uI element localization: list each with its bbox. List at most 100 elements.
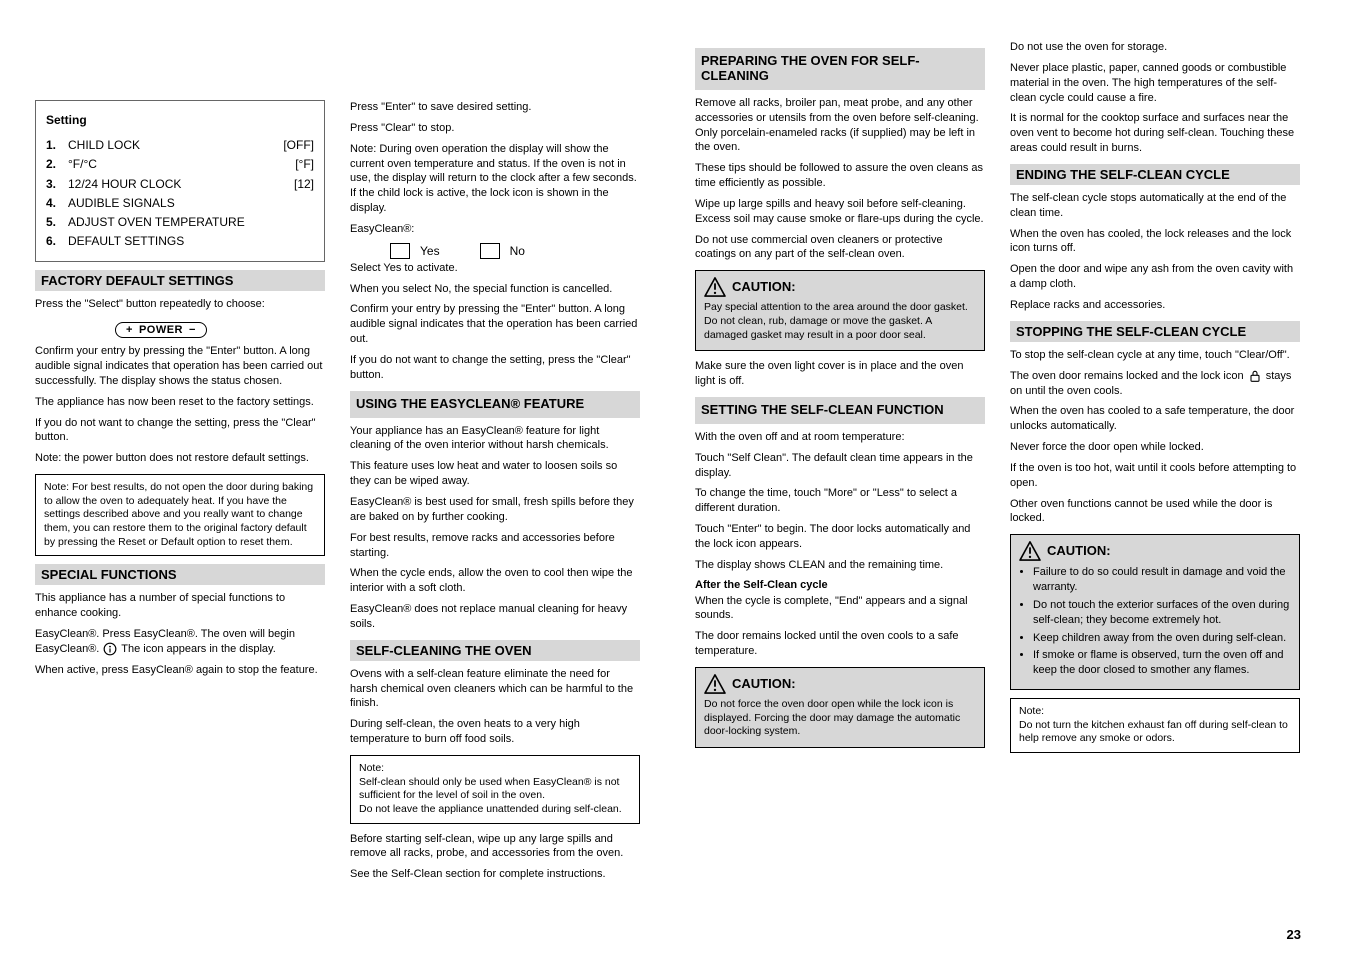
column-1: Setting 1. CHILD LOCK [OFF] 2. °F/°C [°F… [35, 100, 325, 683]
settings-row-label: CHILD LOCK [68, 136, 246, 155]
body-text: EasyClean®. Press EasyClean®. The oven w… [35, 627, 325, 657]
body-text: Select Yes to activate. [350, 261, 640, 276]
settings-row-val: [°F] [254, 155, 314, 174]
settings-row-num: 1. [46, 136, 60, 155]
section-header-ending-self-clean: ENDING THE SELF-CLEAN CYCLE [1010, 164, 1300, 185]
body-text: Touch "Enter" to begin. The door locks a… [695, 522, 985, 552]
body-text: Make sure the oven light cover is in pla… [695, 359, 985, 389]
body-text: When the oven has cooled to a safe tempe… [1010, 404, 1300, 434]
settings-row-5: 5. ADJUST OVEN TEMPERATURE [46, 213, 314, 232]
body-text: For best results, remove racks and acces… [350, 531, 640, 561]
section-header-stopping-self-clean: STOPPING THE SELF-CLEAN CYCLE [1010, 321, 1300, 342]
list-item: Failure to do so could result in damage … [1033, 565, 1291, 595]
section-header-easyclean: USING THE EASYCLEAN® FEATURE [350, 391, 640, 418]
body-text: The oven door remains locked and the loc… [1010, 369, 1300, 399]
body-text: When the cycle ends, allow the oven to c… [350, 566, 640, 596]
manual-page: Setting 1. CHILD LOCK [OFF] 2. °F/°C [°F… [0, 0, 1351, 954]
warning-triangle-icon [704, 277, 726, 297]
settings-row-3: 3. 12/24 HOUR CLOCK [12] [46, 175, 314, 194]
checkbox-row: Yes No [390, 243, 640, 259]
checkbox-no[interactable] [480, 243, 500, 259]
minus-icon: − [189, 324, 196, 336]
settings-title: Setting [46, 111, 314, 130]
note-box: Note: For best results, do not open the … [35, 474, 325, 556]
body-text: EasyClean® is best used for small, fresh… [350, 495, 640, 525]
checkbox-label-no: No [510, 244, 525, 258]
settings-row-1: 1. CHILD LOCK [OFF] [46, 136, 314, 155]
body-text: Confirm your entry by pressing the "Ente… [35, 344, 325, 389]
body-text: Ovens with a self-clean feature eliminat… [350, 667, 640, 712]
note-box: Note: Self-clean should only be used whe… [350, 755, 640, 824]
checkbox-yes[interactable] [390, 243, 410, 259]
settings-row-val: [12] [254, 175, 314, 194]
body-text: The appliance has now been reset to the … [35, 395, 325, 410]
settings-row-label: DEFAULT SETTINGS [68, 232, 314, 251]
settings-row-label: 12/24 HOUR CLOCK [68, 175, 246, 194]
body-text: When you select No, the special function… [350, 282, 640, 297]
body-text: Do not use commercial oven cleaners or p… [695, 233, 985, 263]
caution-header: CAUTION: [704, 674, 976, 694]
body-text: When active, press EasyClean® again to s… [35, 663, 325, 678]
caution-header: CAUTION: [1019, 541, 1291, 561]
body-text: When the oven has cooled, the lock relea… [1010, 227, 1300, 257]
body-text: With the oven off and at room temperatur… [695, 430, 985, 445]
settings-row-label: ADJUST OVEN TEMPERATURE [68, 213, 314, 232]
settings-row-num: 4. [46, 194, 60, 213]
settings-panel: Setting 1. CHILD LOCK [OFF] 2. °F/°C [°F… [35, 100, 325, 262]
body-text: To stop the self-clean cycle at any time… [1010, 348, 1300, 363]
body-text: Replace racks and accessories. [1010, 298, 1300, 313]
body-text: Open the door and wipe any ash from the … [1010, 262, 1300, 292]
body-text: The door remains locked until the oven c… [695, 629, 985, 659]
body-text: If the oven is too hot, wait until it co… [1010, 461, 1300, 491]
subheading-after-cycle: After the Self-Clean cycle [695, 579, 985, 591]
settings-row-val: [OFF] [254, 136, 314, 155]
body-text: This feature uses low heat and water to … [350, 459, 640, 489]
section-header-self-cleaning: SELF-CLEANING THE OVEN [350, 640, 640, 661]
column-4: Do not use the oven for storage. Never p… [1010, 40, 1300, 761]
body-text: Never force the door open while locked. [1010, 440, 1300, 455]
warning-triangle-icon [704, 674, 726, 694]
caution-text: Pay special attention to the area around… [704, 301, 976, 342]
body-text: Press the "Select" button repeatedly to … [35, 297, 325, 312]
body-text: Press "Enter" to save desired setting. [350, 100, 640, 115]
note-box: Note: Do not turn the kitchen exhaust fa… [1010, 698, 1300, 753]
caution-label: CAUTION: [1047, 543, 1111, 560]
caution-bullet-list: Failure to do so could result in damage … [1019, 565, 1291, 678]
column-3: PREPARING THE OVEN FOR SELF-CLEANING Rem… [695, 40, 985, 756]
body-text: When the cycle is complete, "End" appear… [695, 594, 985, 624]
caution-box: CAUTION: Failure to do so could result i… [1010, 534, 1300, 690]
page-number: 23 [1287, 927, 1301, 942]
warning-triangle-icon [1019, 541, 1041, 561]
body-text: Confirm your entry by pressing the "Ente… [350, 302, 640, 347]
body-text: EasyClean® does not replace manual clean… [350, 602, 640, 632]
body-text: The self-clean cycle stops automatically… [1010, 191, 1300, 221]
settings-row-4: 4. AUDIBLE SIGNALS [46, 194, 314, 213]
body-text: If you do not want to change the setting… [350, 353, 640, 383]
body-text: Wipe up large spills and heavy soil befo… [695, 197, 985, 227]
body-text: Press "Clear" to stop. [350, 121, 640, 136]
body-text: Other oven functions cannot be used whil… [1010, 497, 1300, 527]
body-text: If you do not want to change the setting… [35, 416, 325, 446]
settings-row-label: AUDIBLE SIGNALS [68, 194, 314, 213]
body-text: Touch "Self Clean". The default clean ti… [695, 451, 985, 481]
lock-icon [1247, 369, 1263, 383]
body-text: Never place plastic, paper, canned goods… [1010, 61, 1300, 106]
caution-box: CAUTION: Pay special attention to the ar… [695, 270, 985, 351]
settings-row-num: 6. [46, 232, 60, 251]
plus-icon: + [126, 324, 133, 336]
caution-text: Do not force the oven door open while th… [704, 698, 976, 739]
list-item: Do not touch the exterior surfaces of th… [1033, 598, 1291, 628]
list-item: If smoke or flame is observed, turn the … [1033, 648, 1291, 678]
section-header-preparing-self-clean: PREPARING THE OVEN FOR SELF-CLEANING [695, 48, 985, 90]
body-text: To change the time, touch "More" or "Les… [695, 486, 985, 516]
body-text: Note: the power button does not restore … [35, 451, 325, 466]
caution-box: CAUTION: Do not force the oven door open… [695, 667, 985, 748]
body-text: Remove all racks, broiler pan, meat prob… [695, 96, 985, 155]
column-2: Press "Enter" to save desired setting. P… [350, 100, 640, 888]
body-text: These tips should be followed to assure … [695, 161, 985, 191]
settings-row-2: 2. °F/°C [°F] [46, 155, 314, 174]
body-text: It is normal for the cooktop surface and… [1010, 111, 1300, 156]
body-text: During self-clean, the oven heats to a v… [350, 717, 640, 747]
section-header-factory-defaults: FACTORY DEFAULT SETTINGS [35, 270, 325, 291]
body-text: Your appliance has an EasyClean® feature… [350, 424, 640, 454]
